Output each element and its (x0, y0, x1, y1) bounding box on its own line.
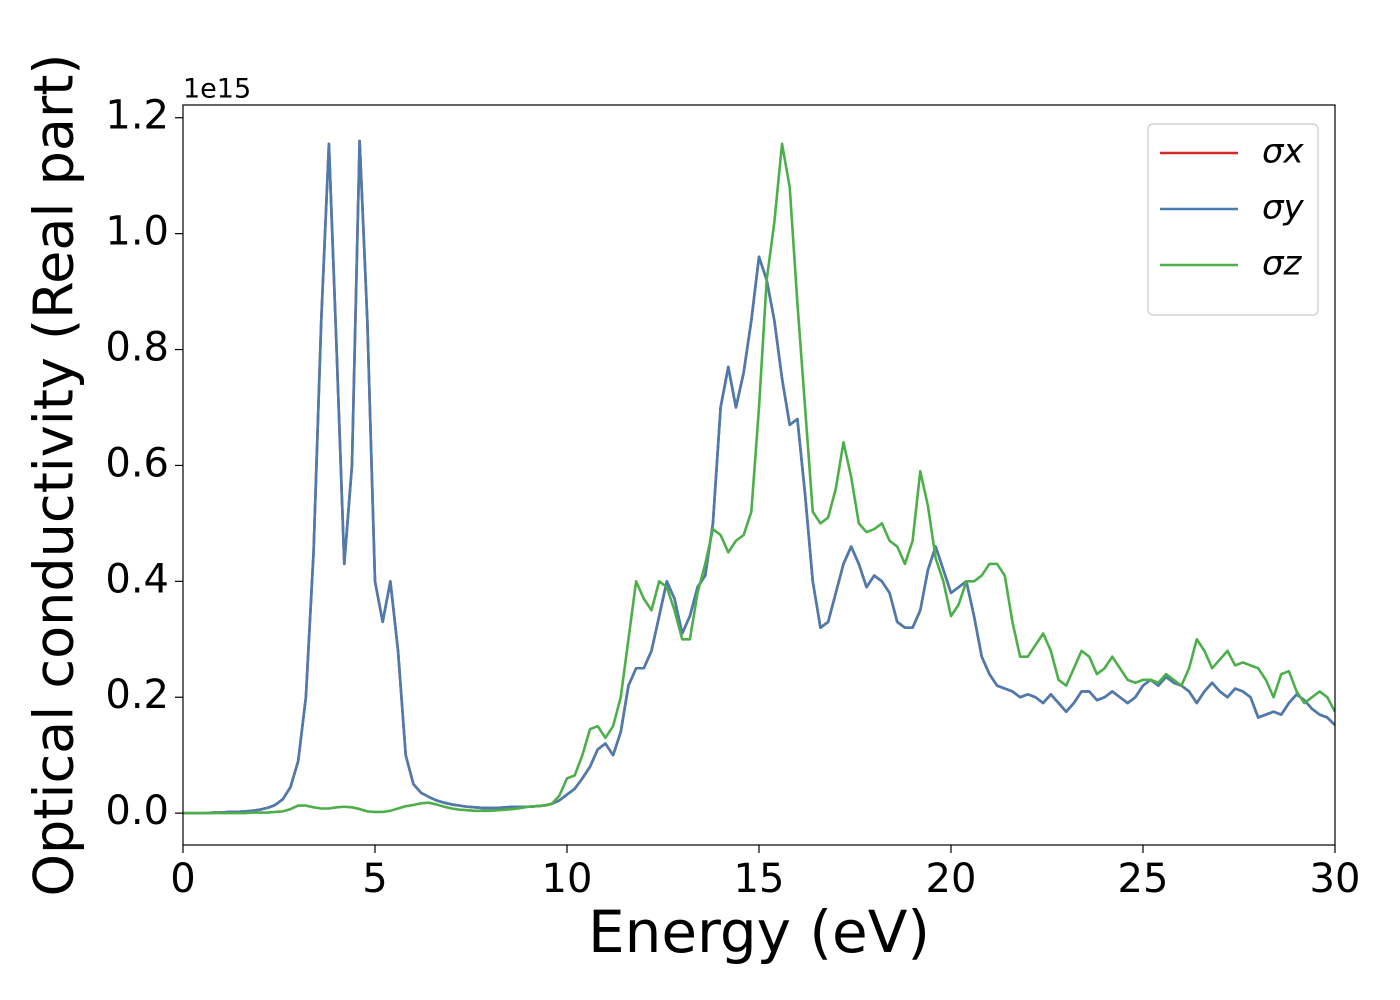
y-tick-label: 1.0 (105, 209, 169, 255)
y-tick-label: 0.4 (105, 556, 169, 602)
legend-label: σx (1262, 132, 1305, 172)
x-tick-label: 25 (1118, 856, 1169, 902)
y-axis-label: Optical conductivity (Real part) (23, 54, 86, 897)
line-series (183, 142, 1335, 815)
y-tick-label: 0.8 (105, 325, 169, 371)
line-series (183, 139, 1335, 815)
x-axis-label: Energy (eV) (588, 898, 930, 966)
x-tick-label: 10 (542, 856, 593, 902)
x-tick-label: 30 (1310, 856, 1361, 902)
legend-label: σz (1262, 244, 1303, 284)
y-tick-label: 0.0 (105, 788, 169, 834)
y-tick-label: 0.2 (105, 672, 169, 718)
legend-box (1147, 123, 1319, 316)
x-tick-label: 5 (362, 856, 387, 902)
x-tick-label: 0 (170, 856, 195, 902)
y-tick-label: 0.6 (105, 440, 169, 486)
x-tick-label: 15 (734, 856, 785, 902)
y-tick-label: 1.2 (105, 93, 169, 139)
plot-frame (182, 104, 1336, 846)
legend-label: σy (1262, 188, 1305, 228)
x-tick-label: 20 (926, 856, 977, 902)
y-offset-label: 1e15 (183, 74, 251, 105)
